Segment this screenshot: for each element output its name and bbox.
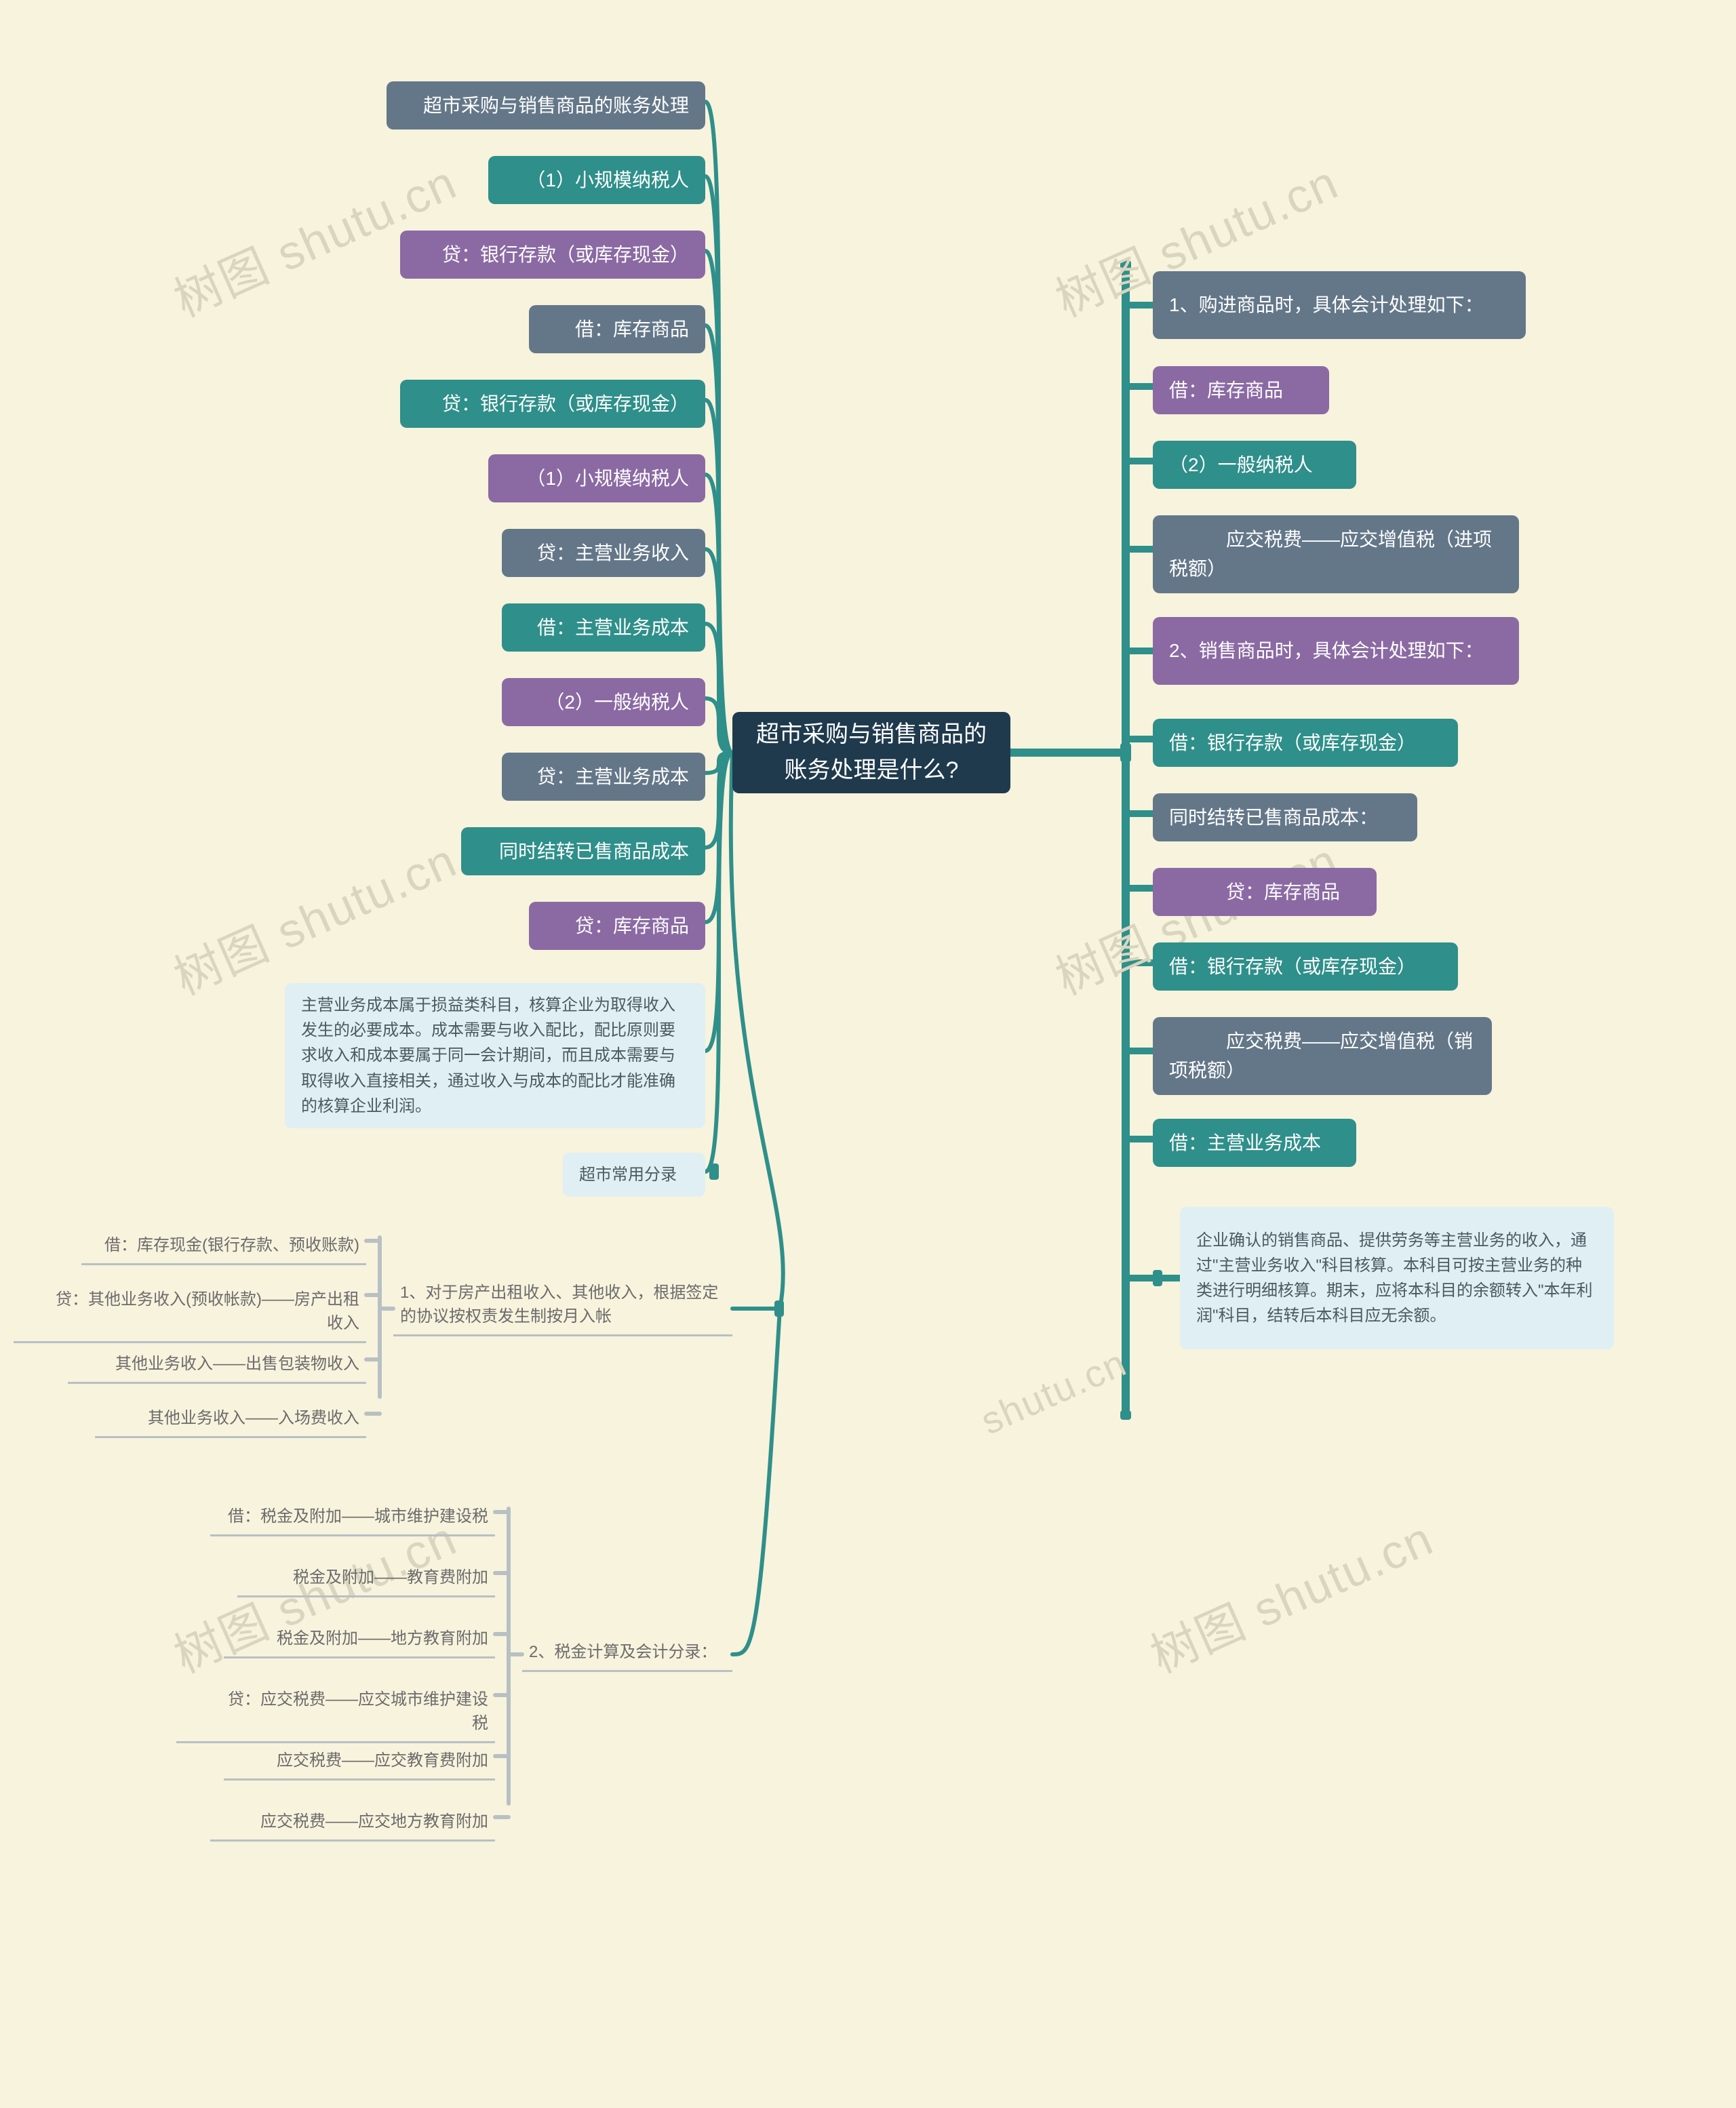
leaf-item: 贷：应交税费——应交城市维护建设税 xyxy=(176,1682,495,1743)
left-node: 贷：主营业务成本 xyxy=(502,753,705,801)
right-node: 借：银行存款（或库存现金） xyxy=(1153,719,1458,767)
leaf-item: 税金及附加——地方教育附加 xyxy=(224,1620,495,1658)
watermark: 树图 shutu.cn xyxy=(162,823,467,1009)
leaf-item: 其他业务收入——出售包装物收入 xyxy=(68,1346,366,1384)
left-node: 贷：主营业务收入 xyxy=(502,529,705,577)
sub-branch-label: 2、税金计算及会计分录： xyxy=(522,1634,732,1672)
right-node: 应交税费——应交增值税（进项税额） xyxy=(1153,515,1519,593)
left-node: 同时结转已售商品成本 xyxy=(461,827,705,875)
right-node: 借：主营业务成本 xyxy=(1153,1119,1356,1167)
watermark: 树图 shutu.cn xyxy=(1139,1501,1443,1687)
left-node: 超市采购与销售商品的账务处理 xyxy=(387,81,705,130)
leaf-item: 贷：其他业务收入(预收帐款)——房产出租收入 xyxy=(14,1281,366,1343)
right-node: 1、购进商品时，具体会计处理如下： xyxy=(1153,271,1526,339)
right-node: 同时结转已售商品成本： xyxy=(1153,793,1417,841)
right-node: 2、销售商品时，具体会计处理如下： xyxy=(1153,617,1519,685)
leaf-item: 应交税费——应交教育费附加 xyxy=(224,1743,495,1781)
left-node: （1）小规模纳税人 xyxy=(488,156,705,204)
left-node: 贷：库存商品 xyxy=(529,902,705,950)
right-node: （2）一般纳税人 xyxy=(1153,441,1356,489)
left-node: （1）小规模纳税人 xyxy=(488,454,705,502)
leaf-item: 应交税费——应交地方教育附加 xyxy=(210,1804,495,1842)
left-node: 借：主营业务成本 xyxy=(502,603,705,652)
left-node: 贷：银行存款（或库存现金） xyxy=(400,380,705,428)
right-node: 贷：库存商品 xyxy=(1153,868,1377,916)
sub-branch-label: 1、对于房产出租收入、其他收入，根据签定的协议按权责发生制按月入帐 xyxy=(393,1275,732,1336)
left-node: 超市常用分录 xyxy=(563,1153,705,1197)
right-node: 企业确认的销售商品、提供劳务等主营业务的收入，通过"主营业务收入"科目核算。本科… xyxy=(1180,1207,1614,1349)
right-node: 应交税费——应交增值税（销项税额） xyxy=(1153,1017,1492,1095)
watermark: shutu.cn xyxy=(974,1340,1133,1444)
left-node: 主营业务成本属于损益类科目，核算企业为取得收入发生的必要成本。成本需要与收入配比… xyxy=(285,983,705,1128)
leaf-item: 税金及附加——教育费附加 xyxy=(237,1559,495,1597)
leaf-item: 其他业务收入——入场费收入 xyxy=(95,1400,366,1438)
leaf-item: 借：税金及附加——城市维护建设税 xyxy=(210,1498,495,1536)
left-node: 借：库存商品 xyxy=(529,305,705,353)
right-node: 借：银行存款（或库存现金） xyxy=(1153,942,1458,991)
center-node: 超市采购与销售商品的账务处理是什么? xyxy=(732,712,1010,793)
leaf-item: 借：库存现金(银行存款、预收账款) xyxy=(81,1227,366,1265)
left-node: 贷：银行存款（或库存现金） xyxy=(400,231,705,279)
left-node: （2）一般纳税人 xyxy=(502,678,705,726)
right-node: 借：库存商品 xyxy=(1153,366,1329,414)
